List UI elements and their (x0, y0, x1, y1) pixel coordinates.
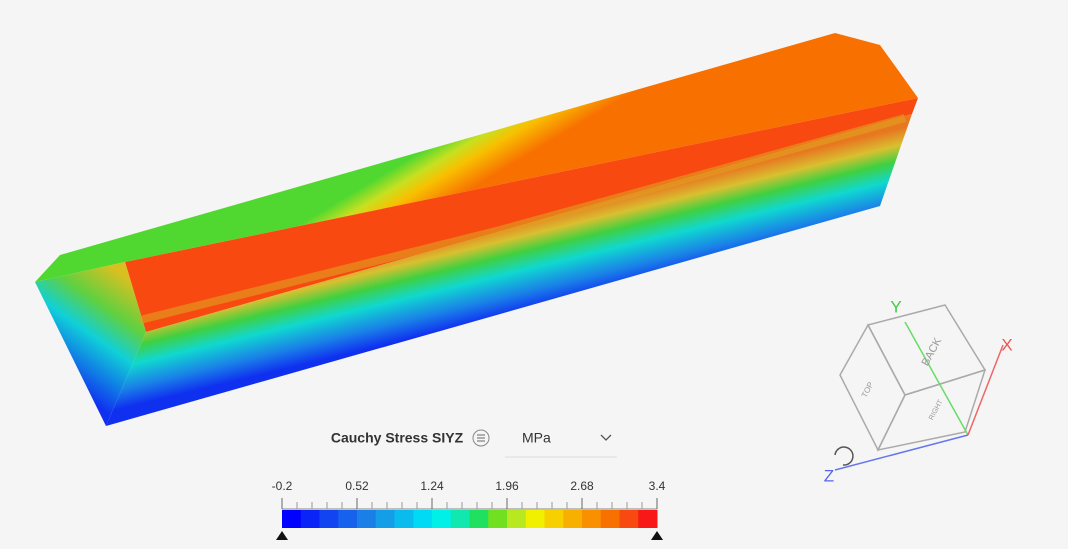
range-handle[interactable] (276, 531, 288, 540)
color-bar: -0.2 0.52 1.24 1.96 2.68 3.4 (272, 479, 666, 540)
color-swatch (544, 510, 564, 528)
cube-face-label[interactable]: TOP (860, 381, 876, 400)
color-swatch (375, 510, 395, 528)
axis-label: X (1001, 335, 1012, 354)
tick-label: -0.2 (272, 479, 293, 493)
color-swatch (488, 510, 508, 528)
color-swatch (450, 510, 470, 528)
color-swatch (357, 510, 377, 528)
tick-label: 2.68 (570, 479, 594, 493)
tick-label: 1.96 (495, 479, 519, 493)
color-swatch (282, 510, 302, 528)
color-swatch (507, 510, 527, 528)
model-3d[interactable] (35, 33, 918, 426)
color-swatch (563, 510, 583, 528)
color-swatch (432, 510, 452, 528)
color-swatch (525, 510, 545, 528)
color-swatch (638, 510, 658, 528)
legend-title: Cauchy Stress SIYZ (331, 430, 464, 446)
color-swatch (394, 510, 414, 528)
cube-face-label[interactable]: RIGHT (928, 398, 945, 421)
color-swatch (600, 510, 620, 528)
tick-label: 3.4 (649, 479, 666, 493)
range-handle[interactable] (651, 531, 663, 540)
tick-label: 1.24 (420, 479, 444, 493)
axis-label: Z (824, 466, 834, 485)
axis-label: Y (890, 297, 901, 316)
cube-face-label[interactable]: BACK (920, 335, 945, 368)
orientation-cube[interactable] (834, 304, 1004, 471)
color-swatch (338, 510, 358, 528)
legend-header: Cauchy Stress SIYZ MPa (331, 429, 617, 458)
color-swatch (319, 510, 339, 528)
color-swatch (413, 510, 433, 528)
unit-select[interactable]: MPa (522, 430, 551, 446)
color-swatch (300, 510, 320, 528)
color-swatch (582, 510, 602, 528)
menu-button[interactable] (472, 429, 490, 447)
tick-label: 0.52 (345, 479, 369, 493)
color-swatch (469, 510, 489, 528)
color-swatch (619, 510, 639, 528)
